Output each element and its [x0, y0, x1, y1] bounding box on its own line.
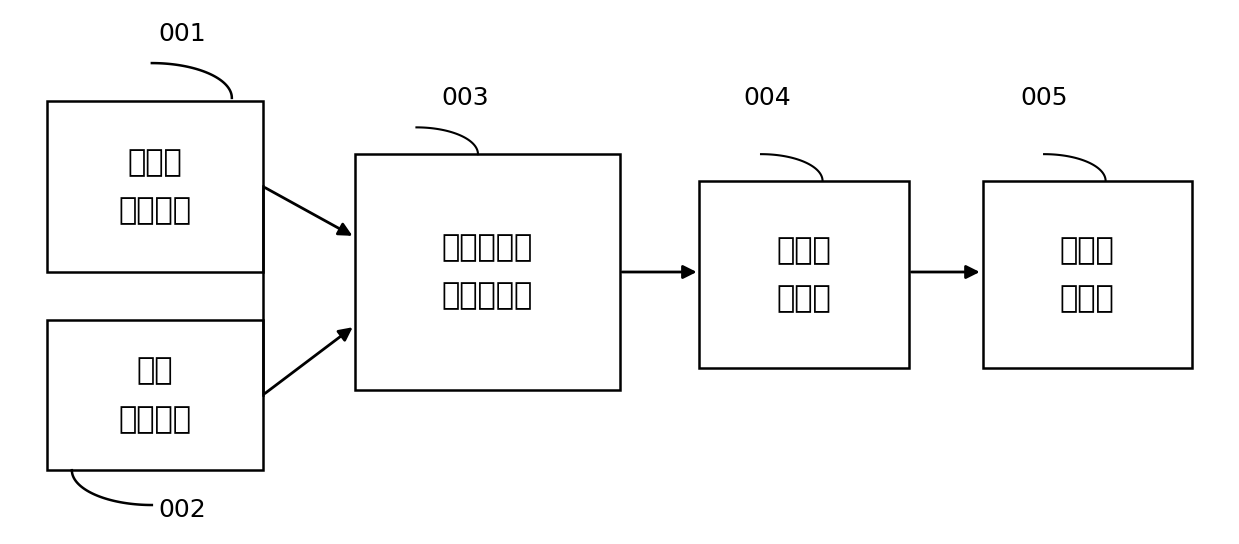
Text: 集单元: 集单元: [128, 147, 182, 177]
Text: 单元: 单元: [136, 357, 173, 386]
Text: 004: 004: [743, 86, 790, 110]
Text: 固有模态分: 固有模态分: [441, 282, 533, 311]
Text: 胎心音采: 胎心音采: [119, 196, 191, 225]
Text: 理单元: 理单元: [777, 236, 831, 265]
Bar: [47, 101, 263, 272]
Text: 002: 002: [159, 498, 207, 522]
Text: 001: 001: [159, 22, 207, 46]
Text: 量获取单元: 量获取单元: [441, 233, 533, 262]
Bar: [47, 320, 263, 470]
Text: 噪声去: 噪声去: [1059, 285, 1115, 313]
Bar: [354, 154, 620, 390]
Bar: [983, 181, 1192, 368]
Text: 除单元: 除单元: [1059, 236, 1115, 265]
Text: 合并处: 合并处: [777, 285, 831, 313]
Text: 噪声采集: 噪声采集: [119, 405, 191, 434]
Text: 005: 005: [1021, 86, 1068, 110]
Bar: [700, 181, 908, 368]
Text: 003: 003: [442, 86, 489, 110]
